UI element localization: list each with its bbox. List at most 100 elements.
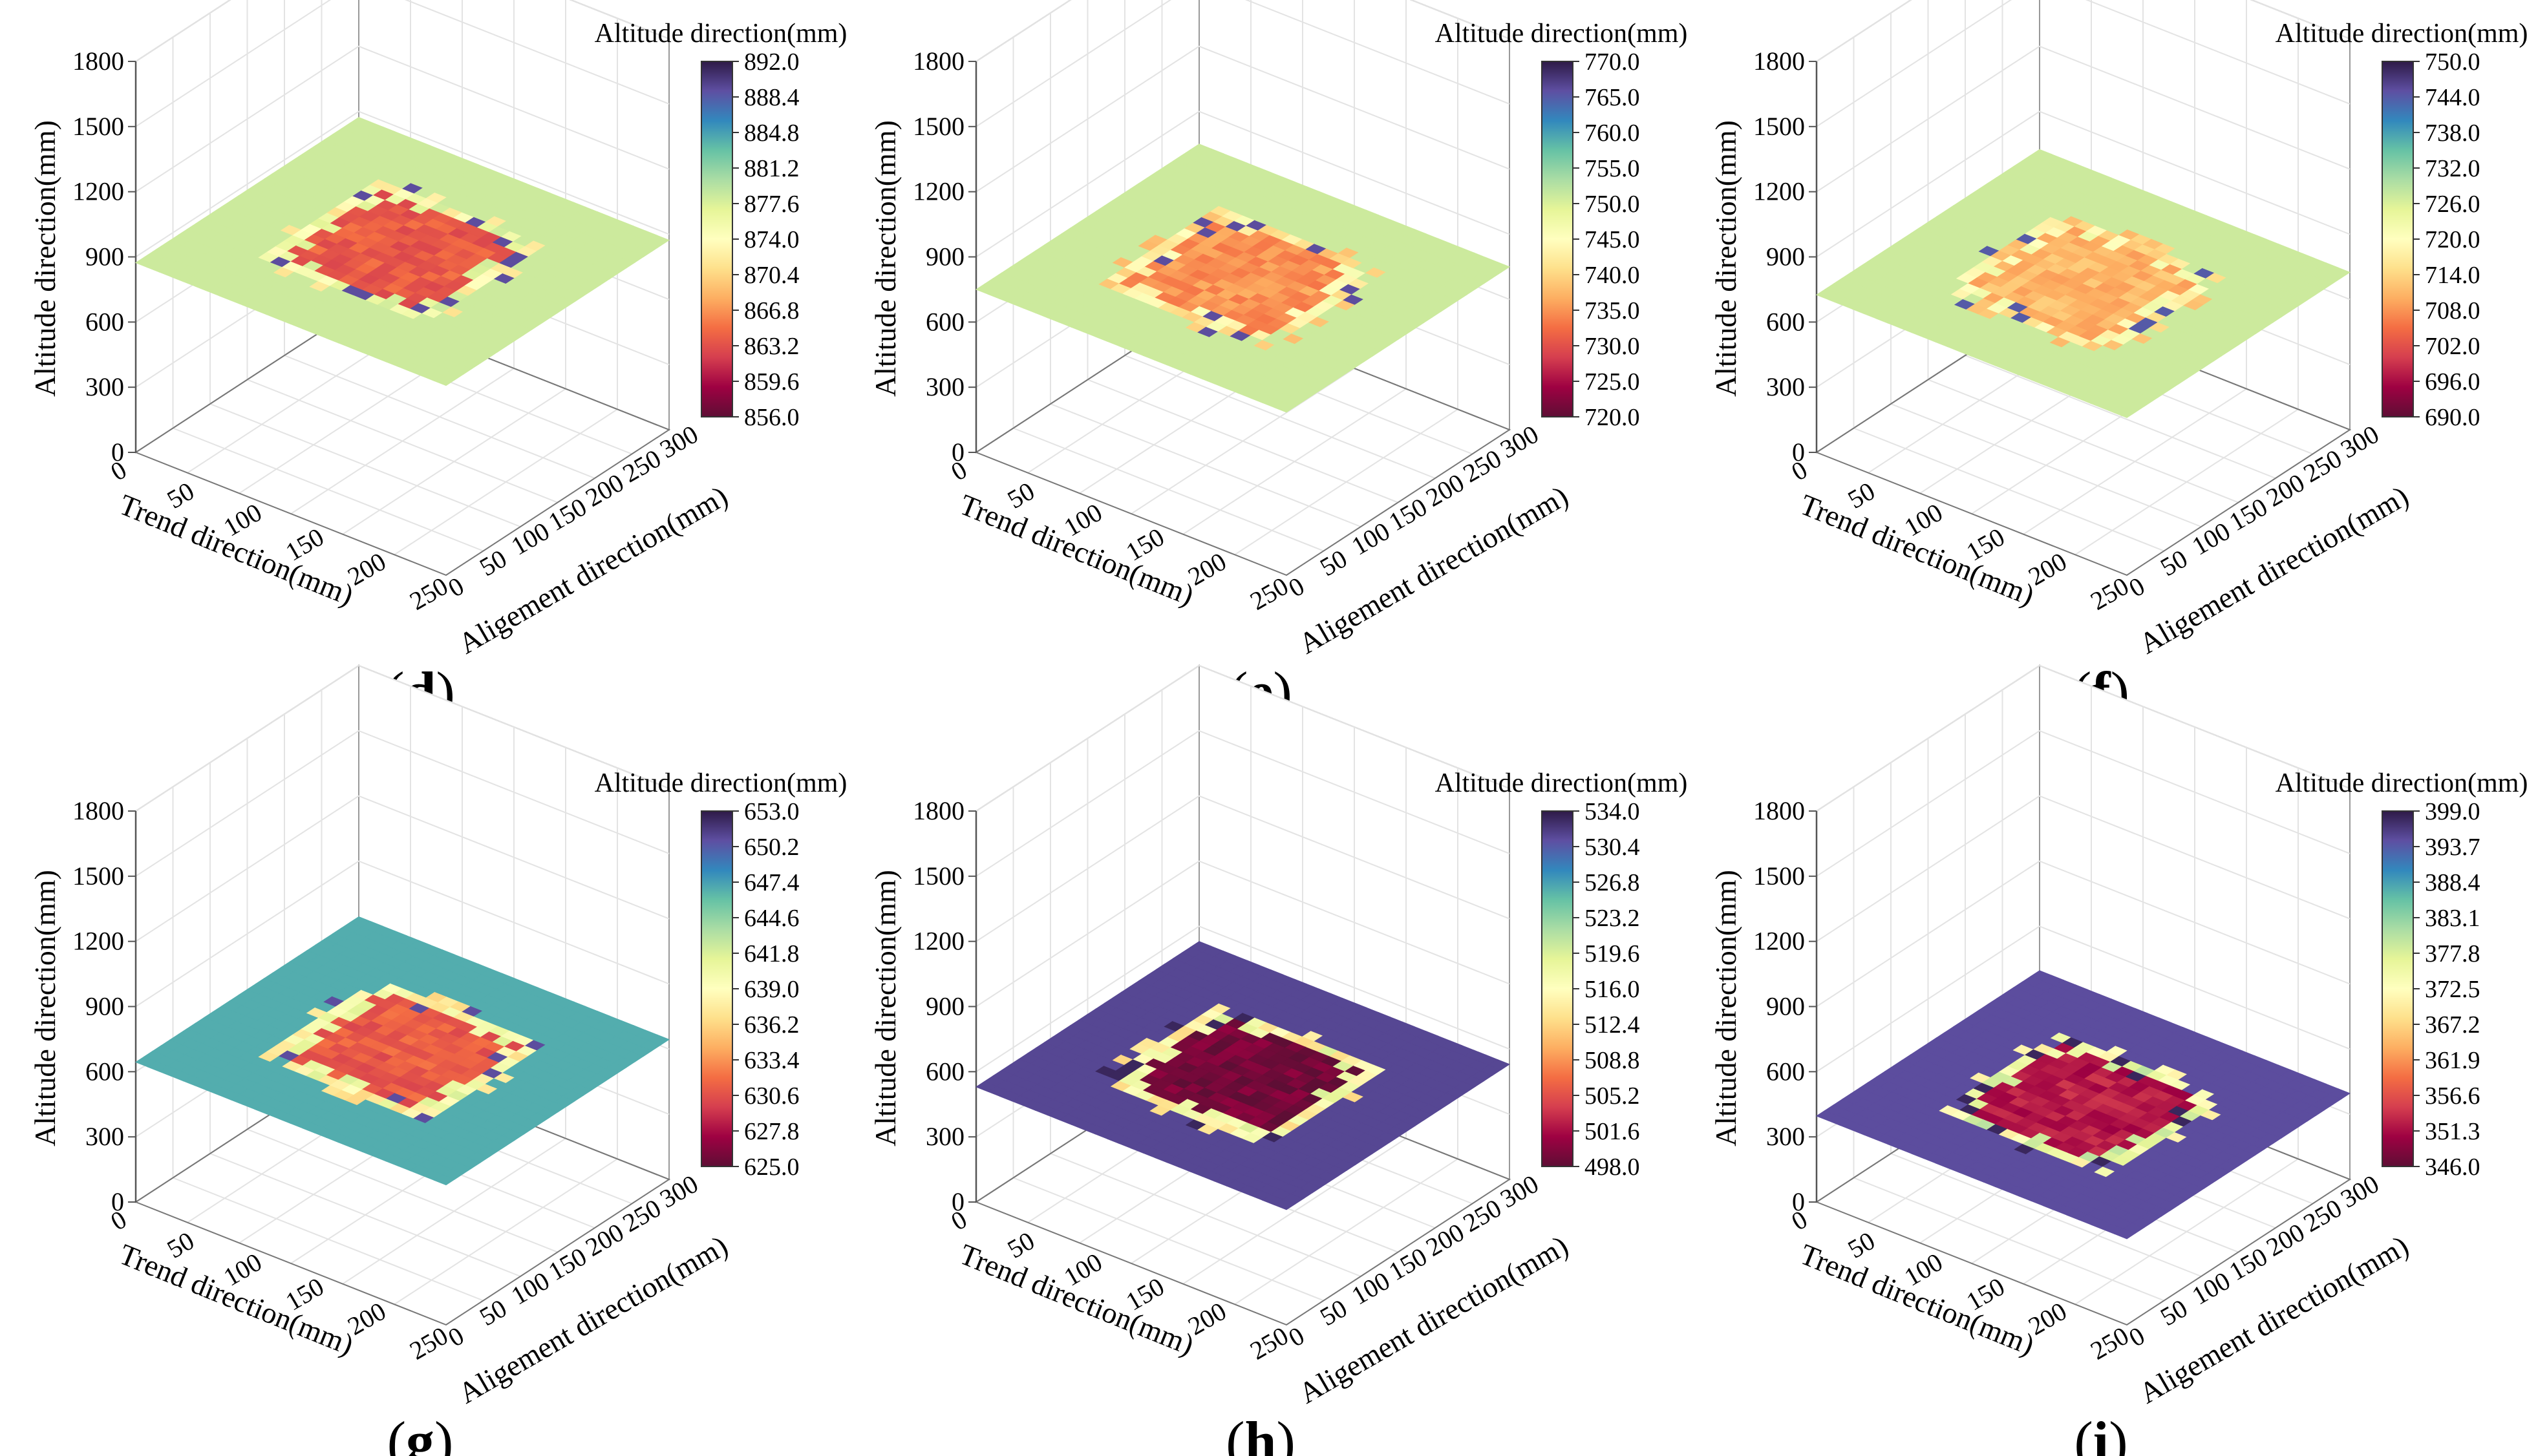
colorbar-tick-label: 726.0 bbox=[2425, 191, 2480, 218]
colorbar-tick-label: 399.0 bbox=[2425, 798, 2480, 825]
y-tick-label: 200 bbox=[1421, 1218, 1469, 1262]
colorbar-tick-label: 720.0 bbox=[2425, 226, 2480, 253]
colorbar-tick-label: 508.8 bbox=[1584, 1047, 1640, 1074]
colorbar-tick-label: 696.0 bbox=[2425, 368, 2480, 396]
y-tick-label: 100 bbox=[506, 1266, 554, 1311]
colorbar-tick-label: 690.0 bbox=[2425, 404, 2480, 431]
colorbar-tick-label: 760.0 bbox=[1584, 120, 1640, 147]
z-tick-label: 300 bbox=[85, 1122, 124, 1151]
colorbar-tick-label: 702.0 bbox=[2425, 333, 2480, 360]
colorbar-tick-label: 519.6 bbox=[1584, 940, 1640, 967]
z-tick-label: 1800 bbox=[72, 47, 124, 76]
colorbar-tick-label: 530.4 bbox=[1584, 834, 1640, 861]
colorbar-tick-label: 714.0 bbox=[2425, 262, 2480, 289]
z-tick-label: 600 bbox=[85, 307, 124, 336]
z-tick-label: 600 bbox=[926, 1057, 965, 1086]
colorbar-tick-label: 720.0 bbox=[1584, 404, 1640, 431]
colorbar-tick-label: 874.0 bbox=[744, 226, 800, 253]
z-tick-label: 1500 bbox=[72, 112, 124, 141]
colorbar-tick-label: 636.2 bbox=[744, 1011, 800, 1039]
x-tick-label: 0 bbox=[946, 1205, 972, 1236]
y-tick-label: 100 bbox=[1347, 516, 1394, 561]
z-tick-labels: 1800 1500 1200 900 600 300 0 bbox=[913, 796, 976, 1216]
z-tick-label: 0 bbox=[952, 438, 965, 467]
z-tick-label: 0 bbox=[111, 1187, 124, 1216]
z-axis-title: Altitude direction(mm) bbox=[869, 120, 902, 397]
colorbar: Altitude direction(mm)534.0 530.4 526.8 523… bbox=[1435, 768, 1688, 1181]
colorbar: Altitude direction(mm)750.0 744.0 738.0 732… bbox=[2276, 19, 2527, 431]
colorbar-title: Altitude direction(mm) bbox=[595, 19, 848, 48]
z-tick-label: 1200 bbox=[1753, 927, 1805, 956]
z-tick-label: 600 bbox=[85, 1057, 124, 1086]
y-tick-label: 100 bbox=[2187, 1266, 2235, 1311]
z-tick-label: 1500 bbox=[1753, 112, 1805, 141]
colorbar-title: Altitude direction(mm) bbox=[1435, 768, 1688, 798]
y-tick-label: 150 bbox=[2224, 492, 2272, 536]
colorbar-tick-label: 884.8 bbox=[744, 120, 800, 147]
colorbar: Altitude direction(mm)770.0 765.0 760.0 755… bbox=[1435, 19, 1688, 431]
x-tick-label: 0 bbox=[105, 455, 131, 487]
x-tick-label: 0 bbox=[946, 455, 972, 487]
y-tick-label: 200 bbox=[2261, 1218, 2309, 1262]
colorbar-tick-label: 866.8 bbox=[744, 297, 800, 324]
colorbar-tick-label: 377.8 bbox=[2425, 940, 2480, 967]
colorbar-tick-label: 653.0 bbox=[744, 798, 800, 825]
surface-plane bbox=[1815, 149, 2351, 418]
colorbar: Altitude direction(mm)892.0 888.4 884.8 881… bbox=[595, 19, 848, 431]
colorbar-tick-label: 650.2 bbox=[744, 834, 800, 861]
colorbar-tick-label: 505.2 bbox=[1584, 1082, 1640, 1110]
z-tick-label: 0 bbox=[1792, 1187, 1805, 1216]
z-tick-label: 1800 bbox=[913, 796, 965, 825]
z-tick-label: 300 bbox=[85, 372, 124, 401]
z-tick-label: 600 bbox=[1766, 1057, 1805, 1086]
panel-label: (h) bbox=[1226, 1411, 1295, 1456]
z-tick-label: 300 bbox=[926, 1122, 965, 1151]
surface-plane bbox=[975, 941, 1511, 1210]
colorbar-tick-label: 356.6 bbox=[2425, 1082, 2480, 1110]
z-tick-label: 1800 bbox=[913, 47, 965, 76]
z-tick-labels: 1800 1500 1200 900 600 300 0 bbox=[913, 47, 976, 467]
colorbar-tick-label: 750.0 bbox=[2425, 48, 2480, 76]
colorbar-tick-label: 367.2 bbox=[2425, 1011, 2480, 1039]
colorbar-tick-label: 725.0 bbox=[1584, 368, 1640, 396]
z-tick-label: 900 bbox=[1766, 242, 1805, 271]
z-axis-title: Altitude direction(mm) bbox=[28, 120, 61, 397]
surface-plane bbox=[134, 916, 670, 1186]
y-tick-label: 200 bbox=[2261, 468, 2309, 512]
colorbar-title: Altitude direction(mm) bbox=[595, 768, 848, 798]
y-tick-label: 100 bbox=[506, 516, 554, 561]
colorbar-tick-label: 641.8 bbox=[744, 940, 800, 967]
colorbar-tick-label: 644.6 bbox=[744, 905, 800, 932]
colorbar: Altitude direction(mm)653.0 650.2 647.4 644… bbox=[595, 768, 848, 1181]
z-tick-label: 300 bbox=[1766, 372, 1805, 401]
colorbar-tick-label: 740.0 bbox=[1584, 262, 1640, 289]
colorbar-tick-label: 383.1 bbox=[2425, 905, 2480, 932]
y-tick-label: 250 bbox=[2299, 1193, 2347, 1238]
colorbar-tick-label: 625.0 bbox=[744, 1154, 800, 1181]
x-tick-label: 0 bbox=[1786, 1205, 1812, 1236]
z-axis-title: Altitude direction(mm) bbox=[869, 870, 902, 1146]
z-tick-label: 0 bbox=[111, 438, 124, 467]
y-tick-label: 150 bbox=[1384, 492, 1432, 536]
x-tick-label: 0 bbox=[105, 1205, 131, 1236]
z-tick-label: 1500 bbox=[1753, 861, 1805, 891]
z-tick-label: 300 bbox=[926, 372, 965, 401]
colorbar-tick-label: 888.4 bbox=[744, 84, 800, 111]
colorbar-tick-label: 498.0 bbox=[1584, 1154, 1640, 1181]
y-tick-label: 200 bbox=[581, 468, 628, 512]
colorbar-tick-label: 526.8 bbox=[1584, 869, 1640, 896]
colorbar-tick-label: 881.2 bbox=[744, 155, 800, 182]
colorbar-title: Altitude direction(mm) bbox=[1435, 19, 1688, 48]
z-tick-label: 1200 bbox=[72, 927, 124, 956]
colorbar-tick-label: 346.0 bbox=[2425, 1154, 2480, 1181]
z-tick-label: 1200 bbox=[72, 177, 124, 206]
z-axis-title: Altitude direction(mm) bbox=[1709, 870, 1742, 1146]
z-tick-label: 1500 bbox=[913, 861, 965, 891]
colorbar-title: Altitude direction(mm) bbox=[2276, 768, 2527, 798]
colorbar-tick-label: 859.6 bbox=[744, 368, 800, 396]
